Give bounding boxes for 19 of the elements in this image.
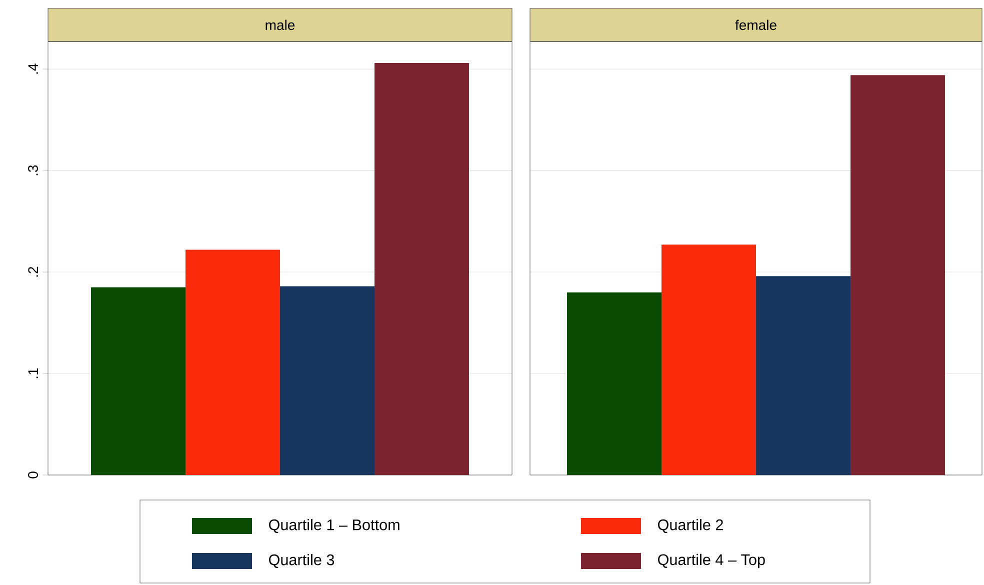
bar (756, 276, 851, 475)
y-tick-label: .3 (28, 165, 38, 176)
y-tick-label: 0 (28, 472, 38, 478)
bar (374, 62, 470, 475)
bar (566, 292, 662, 475)
legend-label: Quartile 1 – Bottom (269, 519, 400, 534)
x-tick-label: male (266, 20, 295, 30)
bar (186, 250, 280, 475)
bar (280, 286, 375, 475)
bar (850, 75, 946, 475)
legend-label: Quartile 3 (269, 554, 334, 568)
y-tick-label: .1 (28, 368, 38, 378)
y-tick-label: .4 (28, 64, 38, 74)
x-tick-label: female (735, 20, 776, 30)
legend-label: Quartile 4 – Top (658, 554, 765, 568)
legend-label: Quartile 2 (658, 519, 723, 534)
y-tick-label: .2 (28, 266, 38, 277)
bar (662, 244, 756, 475)
bar (90, 287, 186, 475)
